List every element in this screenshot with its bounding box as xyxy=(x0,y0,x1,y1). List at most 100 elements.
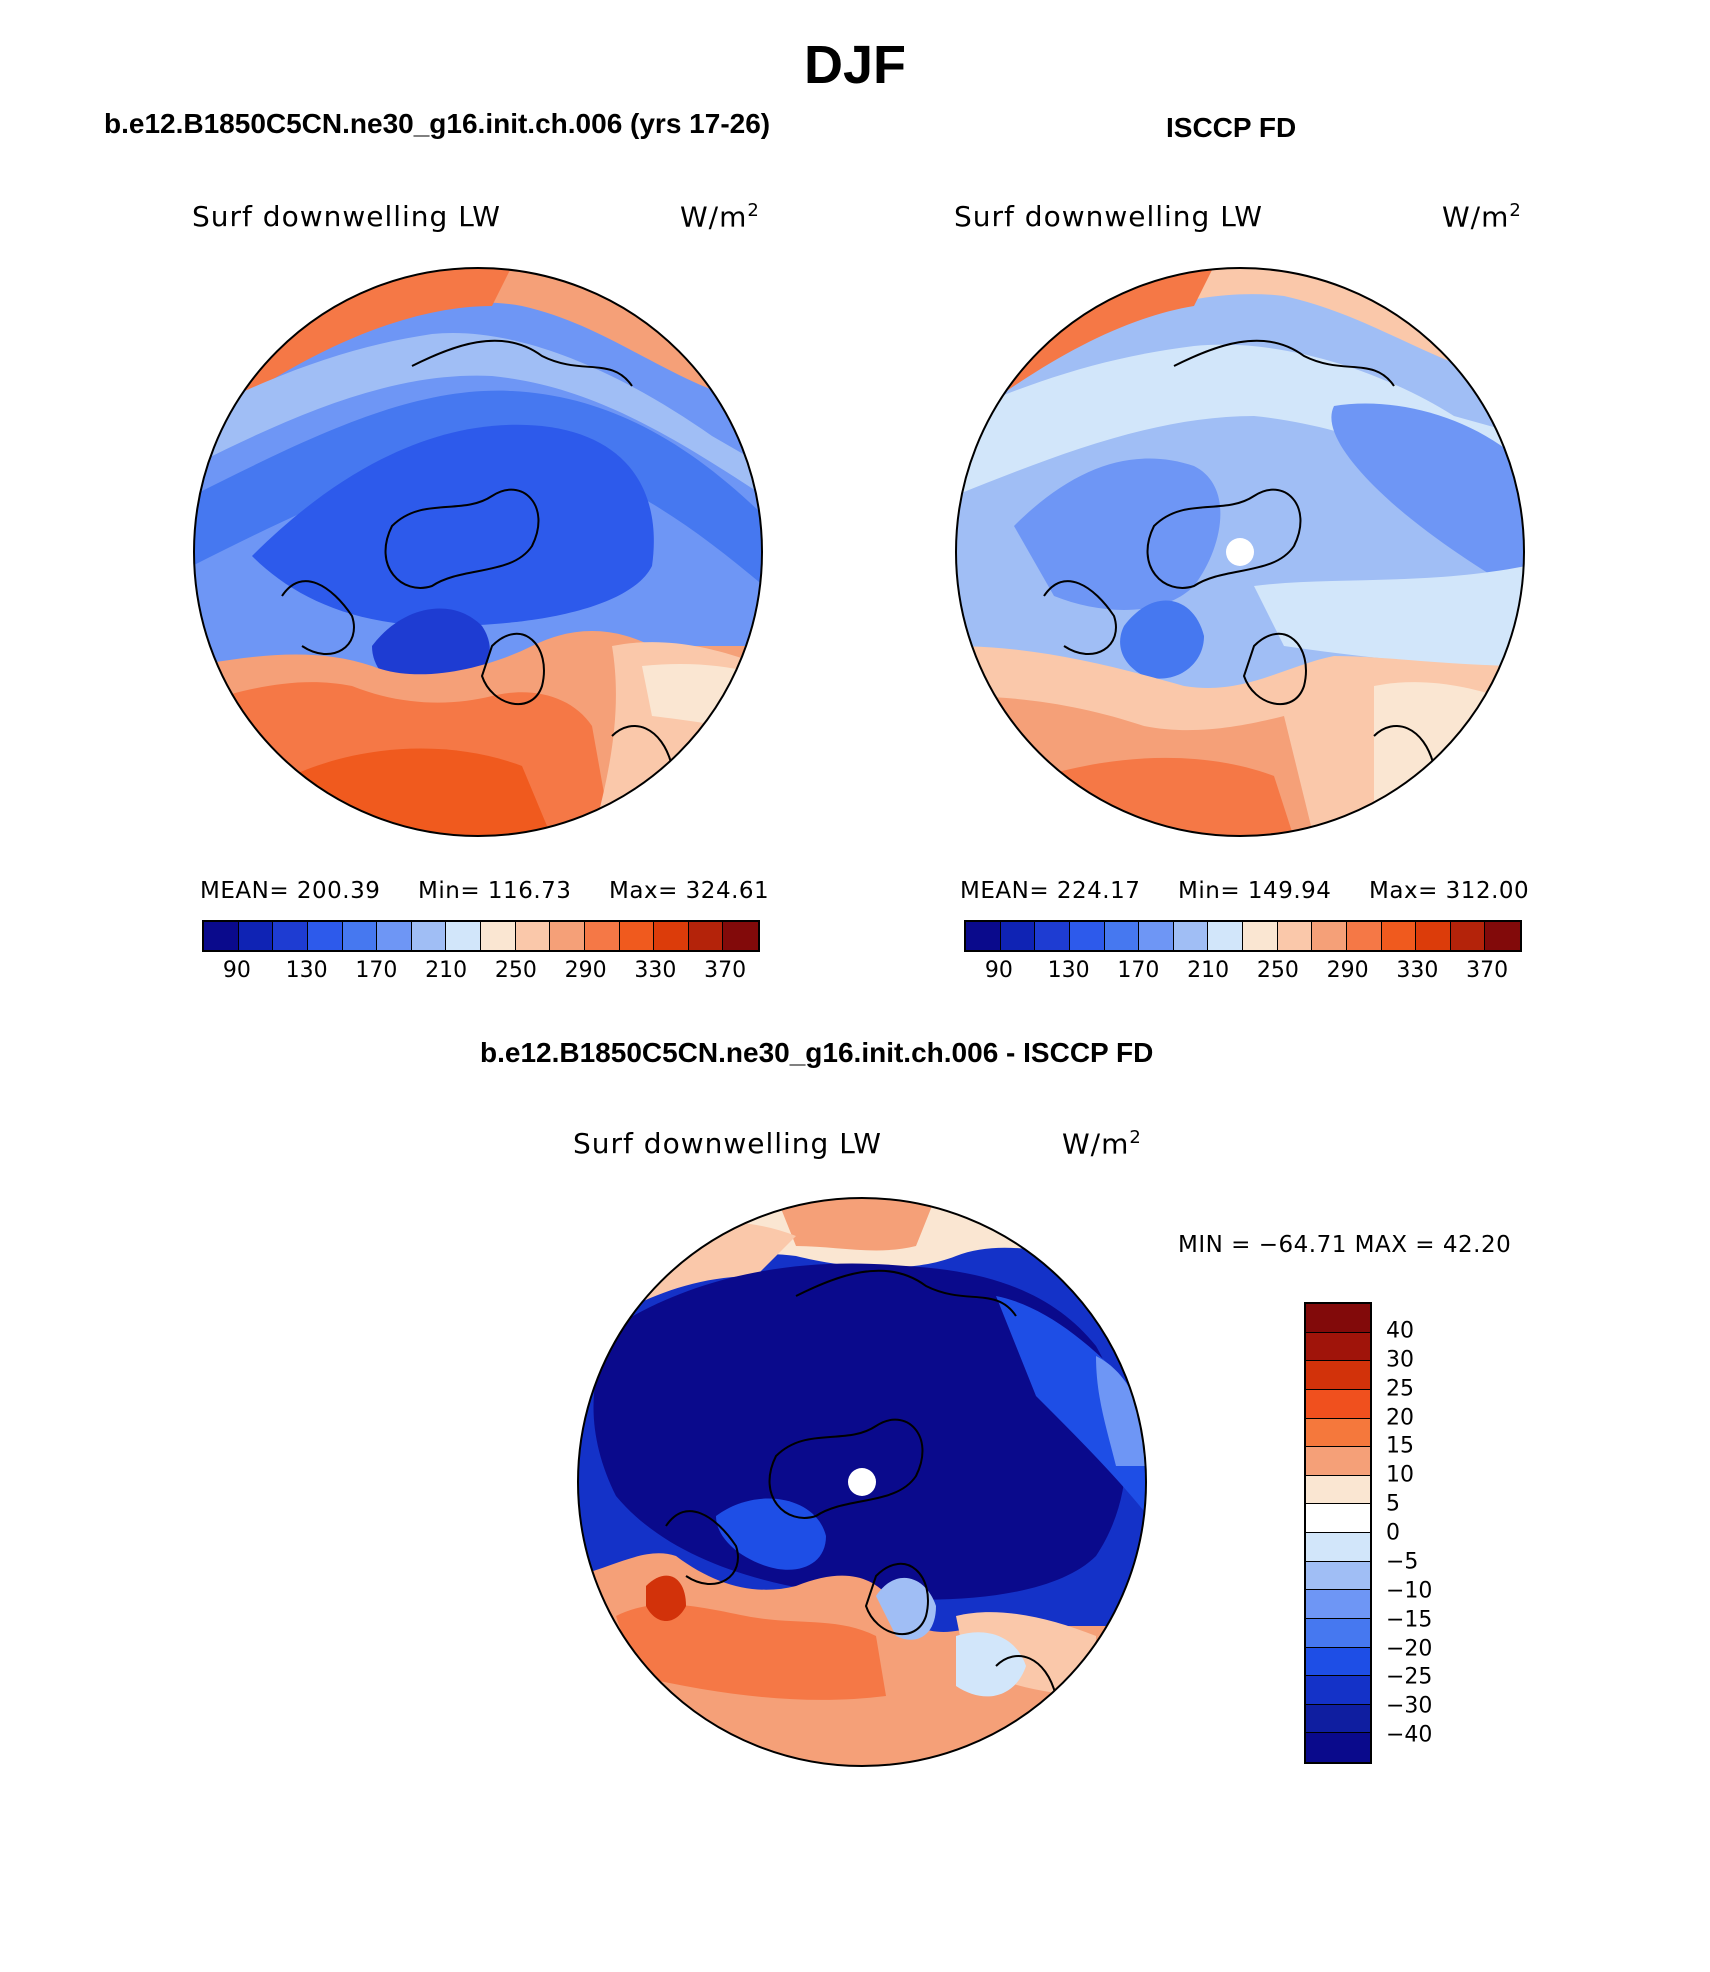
diff-colorbar-tick-label: −40 xyxy=(1386,1722,1433,1748)
diff-colorbar-tick-label: −5 xyxy=(1386,1549,1419,1575)
diff-colorbar-tick-label: 0 xyxy=(1386,1520,1400,1546)
diff-colorbar-cell xyxy=(1306,1561,1370,1591)
obs-mean-label: MEAN= xyxy=(960,878,1050,904)
obs-colorbar-tick-label: 210 xyxy=(1187,958,1230,983)
model-colorbar-cell xyxy=(204,922,239,950)
obs-colorbar-cell xyxy=(1139,922,1174,950)
diff-colorbar xyxy=(1304,1302,1372,1764)
obs-max-label: Max= xyxy=(1369,878,1438,904)
diff-units-label: W/m2 xyxy=(1062,1127,1142,1161)
model-polar-map xyxy=(193,267,763,837)
diff-colorbar-cell xyxy=(1306,1389,1370,1419)
obs-colorbar-cell xyxy=(1104,922,1140,950)
model-colorbar-cell xyxy=(654,922,689,950)
obs-colorbar-cell xyxy=(966,922,1001,950)
model-colorbar-cell xyxy=(273,922,308,950)
diff-subtitle: b.e12.B1850C5CN.ne30_g16.init.ch.006 - I… xyxy=(480,1037,1154,1068)
model-colorbar-cell xyxy=(688,922,724,950)
obs-colorbar-cell xyxy=(1416,922,1451,950)
obs-colorbar-tick-label: 330 xyxy=(1396,958,1439,983)
diff-colorbar-tick-label: 20 xyxy=(1386,1405,1414,1430)
obs-colorbar-cell xyxy=(1069,922,1105,950)
diff-colorbar-tick-label: 10 xyxy=(1386,1462,1414,1488)
model-colorbar-tick-label: 170 xyxy=(355,958,398,983)
model-colorbar-tick-label: 370 xyxy=(704,958,747,983)
model-stats: MEAN= 200.39 Min= 116.73 Max= 324.61 xyxy=(200,878,769,904)
obs-stats: MEAN= 224.17 Min= 149.94 Max= 312.00 xyxy=(960,878,1529,904)
diff-colorbar-tick-label: 5 xyxy=(1386,1491,1400,1517)
diff-colorbar-tick-label: −15 xyxy=(1386,1607,1433,1633)
obs-colorbar-cell xyxy=(1035,922,1070,950)
model-colorbar-cell xyxy=(411,922,447,950)
diff-colorbar-tick-label: −20 xyxy=(1386,1636,1433,1661)
diff-variable-label: Surf downwelling LW xyxy=(573,1127,882,1160)
obs-colorbar-cell xyxy=(1243,922,1278,950)
model-colorbar-cell xyxy=(446,922,481,950)
model-colorbar xyxy=(202,920,760,952)
diff-colorbar-tick-label: 30 xyxy=(1386,1347,1414,1373)
model-colorbar-cell xyxy=(307,922,343,950)
obs-colorbar-cell xyxy=(1000,922,1036,950)
model-max-label: Max= xyxy=(609,878,678,904)
diff-polar-map xyxy=(577,1197,1147,1767)
model-colorbar-tick-label: 290 xyxy=(564,958,607,983)
obs-colorbar-tick-label: 130 xyxy=(1047,958,1090,983)
diff-colorbar-tick-label: −25 xyxy=(1386,1664,1433,1690)
diff-minmax: MIN = −64.71 MAX = 42.20 xyxy=(1178,1232,1512,1258)
diff-colorbar-tick-label: 40 xyxy=(1386,1318,1414,1344)
diff-colorbar-tick-label: −30 xyxy=(1386,1693,1433,1719)
diff-colorbar-tick-label: −10 xyxy=(1386,1578,1433,1604)
model-colorbar-cell xyxy=(342,922,378,950)
obs-colorbar-tick-label: 90 xyxy=(984,958,1013,983)
model-colorbar-tick-label: 330 xyxy=(634,958,677,983)
obs-subtitle: ISCCP FD xyxy=(1166,112,1297,143)
obs-colorbar-cell xyxy=(1450,922,1486,950)
diff-colorbar-cell xyxy=(1306,1618,1370,1648)
obs-colorbar xyxy=(964,920,1522,952)
diff-colorbar-cell xyxy=(1306,1475,1370,1505)
model-mean-label: MEAN= xyxy=(200,878,290,904)
model-min-label: Min= xyxy=(418,878,481,904)
obs-variable-label: Surf downwelling LW xyxy=(954,200,1263,233)
obs-colorbar-tick-label: 290 xyxy=(1326,958,1369,983)
obs-polar-map xyxy=(955,267,1525,837)
model-colorbar-tick-label: 250 xyxy=(494,958,537,983)
diff-colorbar-cell xyxy=(1306,1590,1370,1619)
model-colorbar-cell xyxy=(238,922,274,950)
diff-colorbar-cell xyxy=(1306,1304,1370,1333)
figure-title: DJF xyxy=(803,35,906,95)
model-max-value: 324.61 xyxy=(685,878,770,904)
obs-colorbar-tick-label: 250 xyxy=(1256,958,1299,983)
diff-colorbar-cell xyxy=(1306,1504,1370,1533)
diff-colorbar-cell xyxy=(1306,1647,1370,1677)
model-mean-value: 200.39 xyxy=(296,878,381,904)
model-variable-label: Surf downwelling LW xyxy=(192,200,501,233)
diff-colorbar-cell xyxy=(1306,1533,1370,1562)
diff-colorbar-cell xyxy=(1306,1447,1370,1476)
model-colorbar-cell xyxy=(723,922,758,950)
obs-colorbar-tick-label: 170 xyxy=(1117,958,1160,983)
obs-min-value: 149.94 xyxy=(1247,878,1332,904)
diff-colorbar-cell xyxy=(1306,1361,1370,1390)
obs-colorbar-ticks: 90 130 170 210 250 290 330 370 xyxy=(964,958,1522,988)
model-colorbar-cell xyxy=(584,922,620,950)
diff-colorbar-tick-label: 15 xyxy=(1386,1433,1414,1459)
diff-colorbar-cell xyxy=(1306,1676,1370,1705)
obs-colorbar-cell xyxy=(1173,922,1209,950)
model-min-value: 116.73 xyxy=(487,878,572,904)
model-colorbar-ticks: 90 130 170 210 250 290 330 370 xyxy=(202,958,760,988)
obs-colorbar-cell xyxy=(1208,922,1243,950)
model-colorbar-cell xyxy=(515,922,551,950)
model-colorbar-cell xyxy=(481,922,516,950)
obs-min-label: Min= xyxy=(1178,878,1241,904)
model-colorbar-tick-label: 210 xyxy=(425,958,468,983)
diff-colorbar-ticks: 40 30 25 20 15 10 5 0 −5 −10 −15 −20 −25 −30 −40 xyxy=(1386,1302,1466,1760)
model-units-label: W/m2 xyxy=(680,200,760,234)
obs-mean-value: 224.17 xyxy=(1056,878,1141,904)
obs-colorbar-cell xyxy=(1485,922,1520,950)
model-colorbar-cell xyxy=(377,922,412,950)
diff-colorbar-tick-label: 25 xyxy=(1386,1376,1414,1402)
diff-colorbar-cell xyxy=(1306,1418,1370,1448)
obs-units-label: W/m2 xyxy=(1442,200,1522,234)
diff-colorbar-cell xyxy=(1306,1733,1370,1762)
